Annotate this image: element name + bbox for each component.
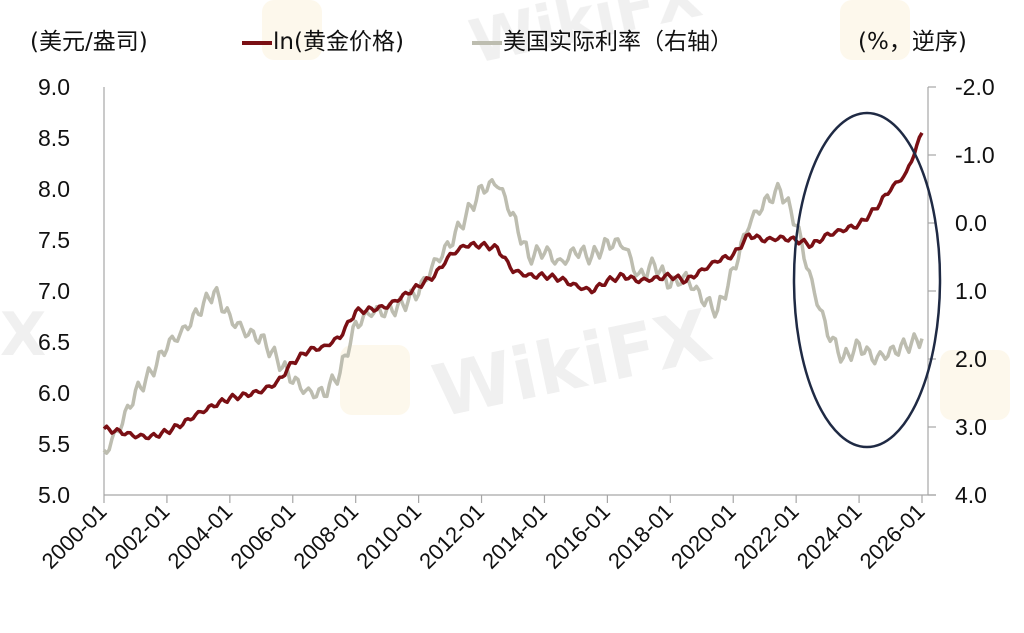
svg-text:X: X	[0, 300, 46, 370]
highlight-ellipse	[792, 111, 942, 449]
series	[102, 132, 924, 455]
y-left-tick-label: 5.5	[38, 431, 70, 457]
real-rate-line	[102, 178, 924, 455]
x-tick-label: 2022-01	[729, 499, 804, 574]
x-tick-label: 2004-01	[163, 499, 238, 574]
x-tick-label: 2026-01	[855, 499, 930, 574]
svg-text:WikiFX: WikiFX	[426, 293, 719, 434]
y-right-tick-label: -1.0	[955, 142, 995, 168]
y-right-tick-label: 1.0	[955, 278, 987, 304]
x-tick-label: 2014-01	[477, 499, 552, 574]
y-left-tick-label: 7.5	[38, 227, 70, 253]
y-right-tick-label: 3.0	[955, 414, 987, 440]
x-tick-label: 2024-01	[792, 499, 867, 574]
watermark: WikiFX WikiFX X	[0, 0, 1010, 434]
x-tick-label: 2008-01	[288, 499, 363, 574]
y-left-tick-label: 6.0	[38, 380, 70, 406]
x-tick-label: 2016-01	[540, 499, 615, 574]
x-tick-label: 2020-01	[666, 499, 741, 574]
y-left-tick-label: 9.0	[38, 74, 70, 100]
right-axis-unit: (%，逆序)	[858, 29, 967, 55]
y-left-tick-label: 6.5	[38, 329, 70, 355]
y-left-tick-label: 8.0	[38, 176, 70, 202]
x-tick-label: 2012-01	[414, 499, 489, 574]
y-left-tick-label: 7.0	[38, 278, 70, 304]
y-right-tick-label: 2.0	[955, 346, 987, 372]
x-tick-label: 2000-01	[37, 499, 112, 574]
legend-label-gold: ln(黄金价格)	[273, 29, 404, 55]
gold-price-line	[102, 132, 924, 441]
y-left-tick-label: 8.5	[38, 125, 70, 151]
x-tick-label: 2002-01	[100, 499, 175, 574]
legend: ln(黄金价格) 美国实际利率（右轴）	[242, 29, 733, 55]
y-right-tick-label: -2.0	[955, 74, 995, 100]
y-right-tick-label: 0.0	[955, 210, 987, 236]
axes: 9.0 8.5 8.0 7.5 7.0 6.5 6.0 5.5 5.0 -2.0 -1.0 0.0 1.…	[37, 74, 995, 574]
left-axis-unit: (美元/盎司)	[30, 29, 148, 55]
y-right-tick-label: 4.0	[955, 482, 987, 508]
y-left-tick-label: 5.0	[38, 482, 70, 508]
legend-label-real-rate: 美国实际利率（右轴）	[503, 29, 733, 55]
x-tick-label: 2010-01	[351, 499, 426, 574]
x-tick-label: 2018-01	[603, 499, 678, 574]
x-tick-label: 2006-01	[226, 499, 301, 574]
